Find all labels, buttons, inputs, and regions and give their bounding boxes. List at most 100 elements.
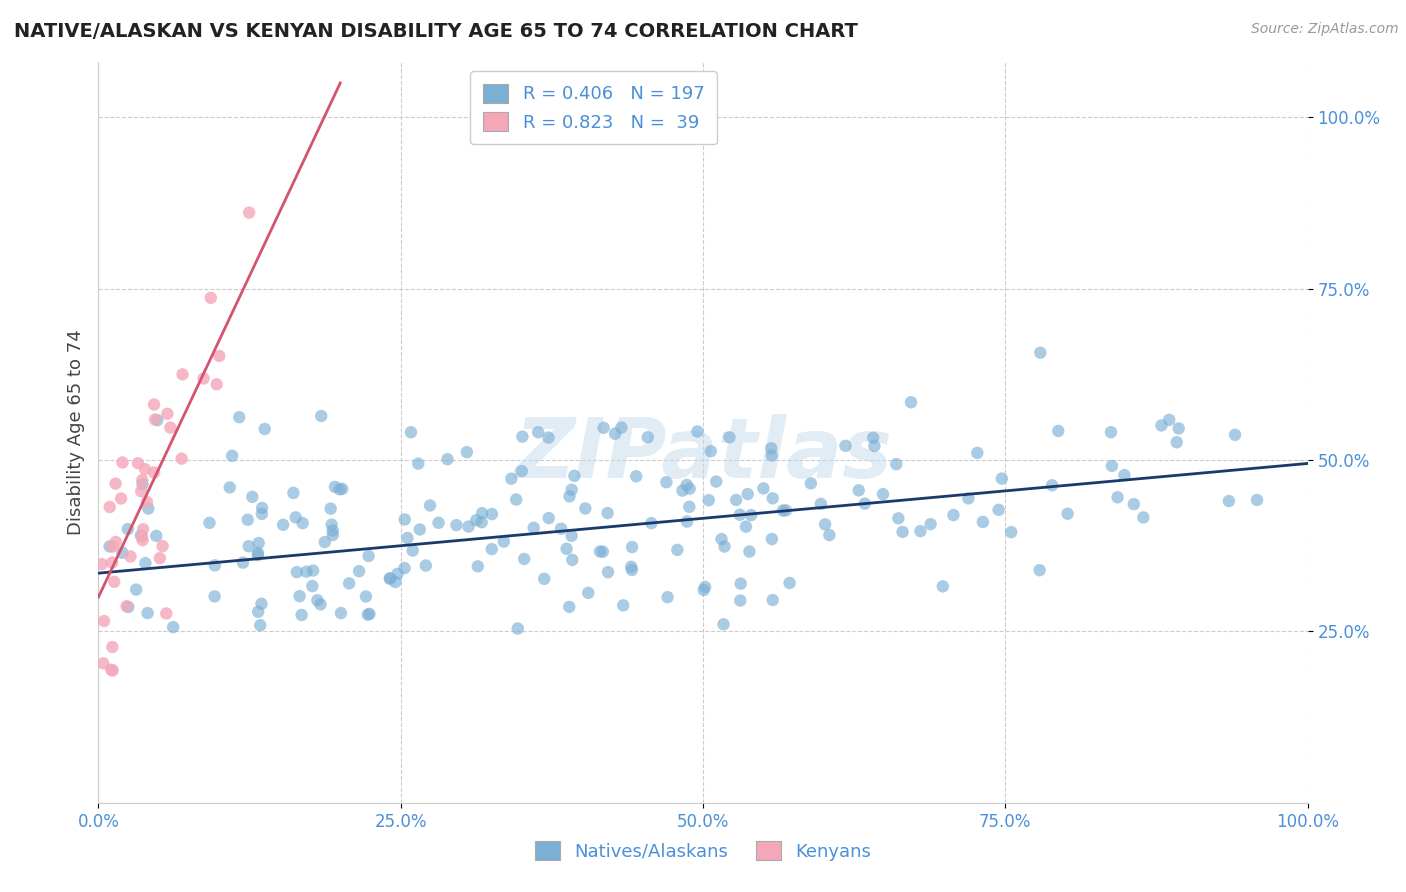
Point xyxy=(471,506,494,520)
Point xyxy=(537,511,560,525)
Point xyxy=(115,599,138,614)
Point xyxy=(527,425,550,440)
Point xyxy=(136,495,159,509)
Point xyxy=(134,556,156,570)
Point xyxy=(347,564,370,578)
Point xyxy=(513,552,536,566)
Point xyxy=(872,487,894,501)
Point xyxy=(675,478,697,492)
Point xyxy=(131,530,153,544)
Point xyxy=(761,532,783,546)
Point xyxy=(247,605,270,619)
Point xyxy=(409,523,432,537)
Point xyxy=(250,597,273,611)
Point xyxy=(564,468,586,483)
Point xyxy=(1246,492,1268,507)
Point xyxy=(396,531,419,545)
Point xyxy=(848,483,870,498)
Point xyxy=(505,492,527,507)
Point xyxy=(814,517,837,532)
Point xyxy=(204,590,226,604)
Point xyxy=(818,528,841,542)
Point xyxy=(561,553,583,567)
Point xyxy=(900,395,922,409)
Point xyxy=(510,464,533,478)
Point xyxy=(1166,435,1188,450)
Point xyxy=(246,548,269,562)
Point xyxy=(101,640,124,654)
Point xyxy=(380,572,402,586)
Point xyxy=(704,475,727,489)
Point xyxy=(143,397,166,411)
Point xyxy=(104,476,127,491)
Point xyxy=(117,600,139,615)
Point xyxy=(700,444,723,458)
Text: Source: ZipAtlas.com: Source: ZipAtlas.com xyxy=(1251,22,1399,37)
Point xyxy=(592,544,614,558)
Point xyxy=(605,426,627,441)
Point xyxy=(1029,345,1052,359)
Point xyxy=(322,524,344,538)
Point xyxy=(550,522,572,536)
Point xyxy=(1114,468,1136,483)
Point xyxy=(467,559,489,574)
Point xyxy=(620,563,643,577)
Point xyxy=(555,541,578,556)
Point xyxy=(471,515,494,529)
Point xyxy=(738,544,761,558)
Point xyxy=(713,540,735,554)
Point xyxy=(523,521,546,535)
Point xyxy=(253,422,276,436)
Point xyxy=(762,491,785,506)
Point xyxy=(283,486,305,500)
Point xyxy=(208,349,231,363)
Legend: Natives/Alaskans, Kenyans: Natives/Alaskans, Kenyans xyxy=(527,834,879,868)
Point xyxy=(891,524,914,539)
Point xyxy=(93,614,115,628)
Point xyxy=(427,516,450,530)
Point xyxy=(288,589,311,603)
Point xyxy=(693,580,716,594)
Point xyxy=(676,515,699,529)
Point xyxy=(149,551,172,566)
Point xyxy=(887,511,910,525)
Point xyxy=(735,519,758,533)
Point xyxy=(679,482,702,496)
Point xyxy=(561,483,583,497)
Point xyxy=(810,497,832,511)
Point xyxy=(718,430,741,444)
Point xyxy=(863,439,886,453)
Point xyxy=(309,409,332,423)
Point xyxy=(100,663,122,677)
Point xyxy=(301,579,323,593)
Point xyxy=(145,529,167,543)
Point xyxy=(314,535,336,549)
Point xyxy=(238,205,260,219)
Point xyxy=(354,590,377,604)
Point xyxy=(697,493,720,508)
Point xyxy=(1218,494,1240,508)
Point xyxy=(1028,563,1050,577)
Point xyxy=(693,582,716,597)
Point xyxy=(307,593,329,607)
Point xyxy=(155,607,177,621)
Point xyxy=(247,536,270,550)
Point xyxy=(492,534,515,549)
Point xyxy=(772,503,794,517)
Point xyxy=(384,575,406,590)
Point xyxy=(120,549,142,564)
Point xyxy=(246,546,269,560)
Point xyxy=(236,513,259,527)
Point xyxy=(762,593,785,607)
Point xyxy=(576,586,599,600)
Point xyxy=(221,449,243,463)
Point xyxy=(271,517,294,532)
Point xyxy=(666,542,689,557)
Point xyxy=(713,617,735,632)
Point xyxy=(657,590,679,604)
Point xyxy=(972,515,994,529)
Text: NATIVE/ALASKAN VS KENYAN DISABILITY AGE 65 TO 74 CORRELATION CHART: NATIVE/ALASKAN VS KENYAN DISABILITY AGE … xyxy=(14,22,858,41)
Point xyxy=(1167,421,1189,435)
Point xyxy=(319,501,342,516)
Point xyxy=(920,517,942,532)
